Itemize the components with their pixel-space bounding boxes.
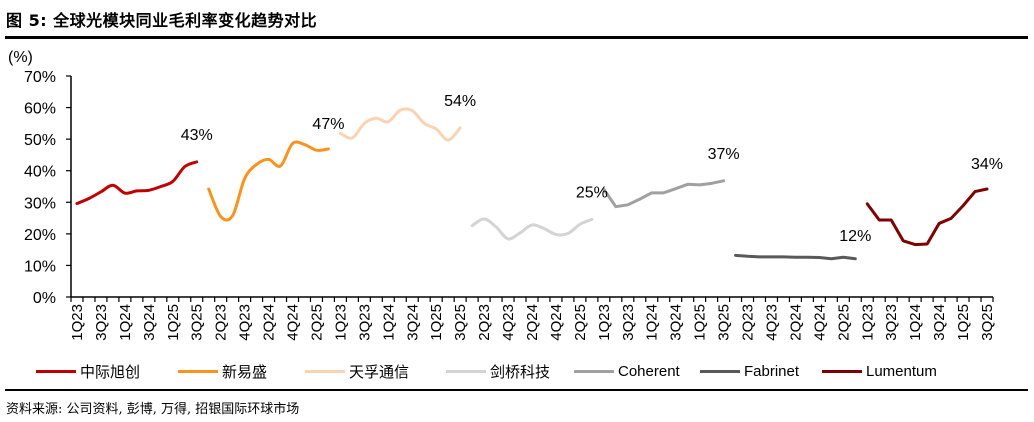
y-tick-label: 0% bbox=[33, 290, 56, 307]
y-tick-label: 20% bbox=[24, 227, 56, 244]
series-layer bbox=[75, 107, 989, 261]
x-tick-label: 1Q25 bbox=[955, 304, 972, 341]
legend-line-swatch bbox=[305, 369, 345, 373]
x-tick-label: 2Q25 bbox=[308, 304, 325, 341]
y-tick-label: 60% bbox=[24, 101, 56, 118]
source-note: 资料来源: 公司资料, 彭博, 万得, 招银国际环球市场 bbox=[6, 402, 300, 417]
x-tick-label: 3Q24 bbox=[141, 304, 158, 341]
series-line-0 bbox=[75, 160, 199, 206]
x-tick-label: 3Q25 bbox=[716, 304, 733, 341]
x-tick-label: 3Q23 bbox=[93, 304, 110, 341]
end-value-labels: 43% 47% 54% 25% 37% 12% 34% bbox=[181, 93, 1003, 245]
series-line-3 bbox=[470, 217, 594, 241]
y-tick-label: 10% bbox=[24, 258, 56, 275]
legend-label: 中际旭创 bbox=[80, 362, 141, 381]
legend-item: Coherent bbox=[574, 360, 680, 382]
x-tick-label: 3Q23 bbox=[620, 304, 637, 341]
x-tick-label: 3Q23 bbox=[883, 304, 900, 341]
legend-line-swatch bbox=[36, 369, 76, 373]
series-line-6 bbox=[865, 187, 989, 247]
end-value-label: 12% bbox=[839, 228, 871, 245]
x-tick-label: 3Q24 bbox=[668, 304, 685, 341]
series-line-2 bbox=[338, 107, 462, 142]
end-value-label: 37% bbox=[708, 146, 740, 163]
x-tick-label: 3Q25 bbox=[452, 304, 469, 341]
legend-line-swatch bbox=[822, 369, 862, 373]
x-tick-label: 1Q24 bbox=[644, 304, 661, 341]
x-tick-label: 2Q25 bbox=[572, 304, 589, 341]
bottom-rule bbox=[5, 389, 1028, 391]
x-tick-label: 4Q23 bbox=[500, 304, 517, 341]
x-tick-label: 2Q24 bbox=[261, 304, 278, 341]
legend-item: 剑桥科技 bbox=[446, 360, 550, 382]
x-tick-label: 2Q23 bbox=[740, 304, 757, 341]
x-tick-label: 3Q23 bbox=[356, 304, 373, 341]
legend-line-swatch bbox=[700, 369, 740, 373]
legend-item: 新易盛 bbox=[178, 360, 267, 382]
x-tick-label: 3Q25 bbox=[979, 304, 996, 341]
end-value-label: 25% bbox=[576, 184, 608, 201]
figure-title: 图 5: 全球光模块同业毛利率变化趋势对比 bbox=[6, 11, 318, 30]
legend-label: 新易盛 bbox=[222, 362, 268, 381]
top-rule bbox=[5, 36, 1028, 39]
x-tick-label: 1Q24 bbox=[117, 304, 134, 341]
legend-item: Lumentum bbox=[822, 360, 937, 382]
legend-label: 天孚通信 bbox=[349, 362, 410, 381]
x-tick-label: 4Q24 bbox=[548, 304, 565, 341]
x-tick-label: 4Q24 bbox=[285, 304, 302, 341]
y-tick-label: 30% bbox=[24, 195, 56, 212]
x-tick-label: 2Q25 bbox=[835, 304, 852, 341]
x-tick-label: 1Q25 bbox=[165, 304, 182, 341]
end-value-label: 43% bbox=[181, 127, 213, 144]
y-tick-label: 40% bbox=[24, 164, 56, 181]
series-line-1 bbox=[207, 140, 330, 222]
series-line-4 bbox=[602, 179, 726, 209]
x-tick-label: 4Q24 bbox=[811, 304, 828, 341]
series-line-5 bbox=[734, 253, 857, 261]
legend-line-swatch bbox=[446, 369, 486, 373]
x-tick-label: 3Q24 bbox=[931, 304, 948, 341]
legend-item: 中际旭创 bbox=[36, 360, 140, 382]
legend-line-swatch bbox=[574, 369, 614, 373]
end-value-label: 47% bbox=[312, 116, 344, 133]
x-tick-label: 4Q23 bbox=[763, 304, 780, 341]
x-tick-label: 1Q24 bbox=[380, 304, 397, 341]
x-tick-label: 1Q25 bbox=[692, 304, 709, 341]
y-tick-label: 70% bbox=[24, 69, 56, 86]
x-tick-label: 2Q24 bbox=[524, 304, 541, 341]
legend-label: Fabrinet bbox=[744, 362, 800, 380]
legend-label: Lumentum bbox=[866, 362, 937, 380]
x-tick-label: 1Q23 bbox=[69, 304, 86, 341]
x-tick-label: 2Q23 bbox=[476, 304, 493, 341]
legend: 中际旭创 新易盛 天孚通信 剑桥科技 Coherent Fabrinet Lumentum bbox=[0, 360, 1034, 382]
x-tick-label: 1Q23 bbox=[596, 304, 613, 341]
x-tick-label: 4Q23 bbox=[237, 304, 254, 341]
legend-line-swatch bbox=[178, 369, 218, 373]
x-tick-label: 3Q24 bbox=[404, 304, 421, 341]
x-axis: 1Q23 3Q23 1Q24 3Q24 1Q25 3Q25 2Q23 4Q23 2Q24 4Q24… bbox=[69, 296, 996, 341]
legend-label: Coherent bbox=[618, 362, 680, 380]
x-tick-label: 1Q24 bbox=[907, 304, 924, 341]
x-tick-label: 2Q24 bbox=[787, 304, 804, 341]
end-value-label: 34% bbox=[971, 156, 1003, 173]
legend-item: Fabrinet bbox=[700, 360, 799, 382]
x-tick-label: 1Q23 bbox=[859, 304, 876, 341]
end-value-label: 54% bbox=[444, 93, 476, 110]
y-axis-unit-label: (%) bbox=[8, 49, 33, 66]
x-tick-label: 1Q25 bbox=[428, 304, 445, 341]
y-axis: 0% 10% 20% 30% 40% 50% 60% 70% bbox=[24, 69, 72, 307]
x-tick-label: 3Q25 bbox=[189, 304, 206, 341]
x-tick-label: 1Q23 bbox=[332, 304, 349, 341]
y-tick-label: 50% bbox=[24, 132, 56, 149]
legend-label: 剑桥科技 bbox=[490, 362, 551, 381]
legend-item: 天孚通信 bbox=[305, 360, 409, 382]
x-tick-label: 2Q23 bbox=[213, 304, 230, 341]
